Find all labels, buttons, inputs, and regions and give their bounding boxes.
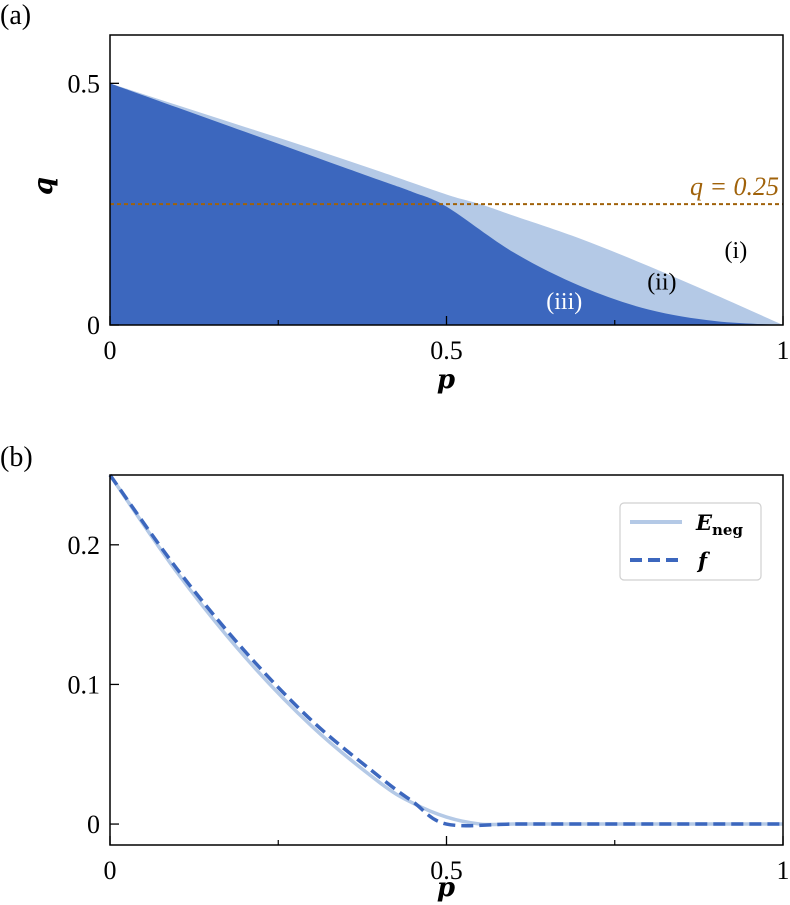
panel-b-y-tick-label: 0.1 <box>68 670 101 699</box>
panel-b: (b) 0 0.5 1 0 0.1 0.2 p Eneg f <box>0 442 790 903</box>
region-label-3: (iii) <box>546 289 582 315</box>
panel-a-x-tick-label: 0.5 <box>430 336 463 365</box>
panel-b-y-tick-label: 0.2 <box>68 531 101 560</box>
legend-e-neg-main: E <box>695 510 713 535</box>
panel-a-plot-area: q = 0.25 (i) (ii) (iii) <box>110 83 783 325</box>
legend-frame <box>619 502 762 581</box>
panel-a-x-tick-label: 1 <box>777 336 790 365</box>
panel-b-y-tick-label: 0 <box>87 810 100 839</box>
panel-b-axes: 0 0.5 1 0 0.1 0.2 <box>68 474 790 885</box>
region-label-1: (i) <box>725 238 748 264</box>
panel-a-label: (a) <box>0 0 31 31</box>
panel-a-y-axis-label: q <box>29 177 59 195</box>
legend-label-e-neg: Eneg <box>695 510 743 539</box>
region-label-2: (ii) <box>647 270 676 296</box>
panel-a: (a) q = 0.25 (i) (ii) (iii) 0 0.5 1 0 0.5 p q <box>0 0 790 395</box>
panel-a-x-tick-label: 0 <box>104 336 117 365</box>
legend-e-neg-subscript: neg <box>712 521 743 539</box>
panel-a-axes: 0 0.5 1 0 0.5 <box>68 34 790 365</box>
panel-b-legend: Eneg f <box>619 502 762 581</box>
panel-b-plot-area <box>108 473 783 828</box>
panel-b-x-axis-label: p <box>437 873 455 903</box>
panel-a-x-axis-label: p <box>437 365 455 395</box>
threshold-label: q = 0.25 <box>690 172 779 201</box>
panel-b-x-tick-label: 1 <box>777 856 790 885</box>
region-area-lower <box>110 83 783 325</box>
panel-a-y-tick-label: 0.5 <box>68 69 101 98</box>
panel-b-x-tick-label: 0 <box>104 856 117 885</box>
panel-b-x-tick-label: 0.5 <box>430 856 463 885</box>
panel-b-label: (b) <box>0 442 33 473</box>
panel-a-y-tick-label: 0 <box>87 311 100 340</box>
series-line-f <box>108 473 783 828</box>
